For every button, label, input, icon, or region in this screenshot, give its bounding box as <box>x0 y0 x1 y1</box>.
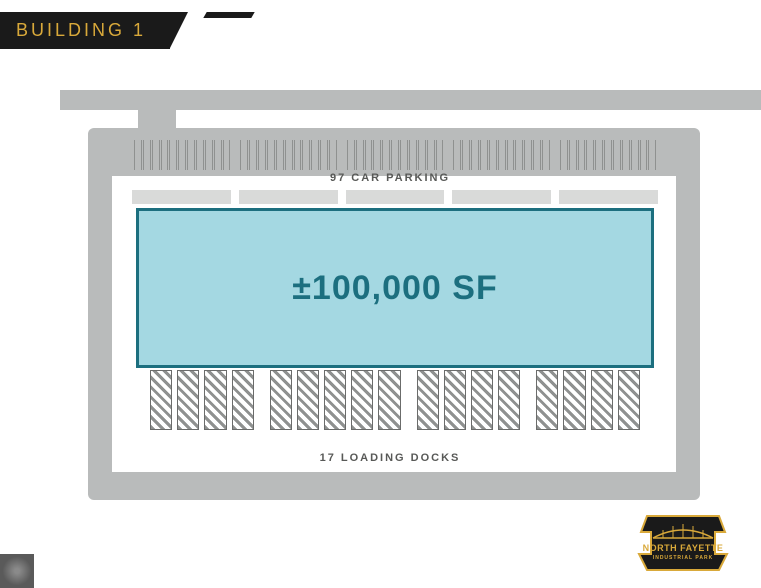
parking-slot <box>161 140 169 170</box>
thumbnail-corner <box>0 554 34 588</box>
header-bar: BUILDING 1 <box>0 12 170 48</box>
parking-slot <box>418 140 426 170</box>
parking-slot <box>373 140 381 170</box>
parking-slot <box>578 140 586 170</box>
dock <box>563 370 585 430</box>
dock <box>232 370 254 430</box>
dock <box>351 370 373 430</box>
dock <box>204 370 226 430</box>
parking-slot <box>356 140 364 170</box>
parking-slot <box>285 140 293 170</box>
parking-slot <box>400 140 408 170</box>
parking-slot <box>267 140 275 170</box>
parking-slot <box>595 140 603 170</box>
front-apron <box>132 190 658 204</box>
logo-line2: INDUSTRIAL PARK <box>629 555 737 561</box>
parking-slot <box>382 140 390 170</box>
parking-slot <box>489 140 497 170</box>
parking-slot <box>631 140 639 170</box>
parking-slot <box>471 140 479 170</box>
road-entry <box>138 90 176 132</box>
parking-slot <box>427 140 435 170</box>
parking-slot <box>613 140 621 170</box>
parking-slot <box>622 140 630 170</box>
dock <box>150 370 172 430</box>
keystone-icon <box>629 508 737 576</box>
parking-slot <box>214 140 222 170</box>
parking-row <box>132 140 658 170</box>
parking-slot <box>294 140 302 170</box>
parking-slot <box>436 140 444 170</box>
page-title: BUILDING 1 <box>0 12 170 49</box>
parking-slot <box>223 140 231 170</box>
dock <box>177 370 199 430</box>
parking-slot <box>515 140 523 170</box>
parking-slot <box>648 140 656 170</box>
header-accent <box>203 12 254 18</box>
dock <box>536 370 558 430</box>
parking-slot <box>347 140 355 170</box>
parking-slot <box>240 140 248 170</box>
parking-slot <box>524 140 532 170</box>
parking-slot <box>143 140 151 170</box>
parking-slot <box>480 140 488 170</box>
parking-slot <box>640 140 648 170</box>
parking-slot <box>365 140 373 170</box>
dock <box>297 370 319 430</box>
loading-docks <box>150 370 640 430</box>
parking-slot <box>498 140 506 170</box>
parking-slot <box>409 140 417 170</box>
parking-slot <box>249 140 257 170</box>
parking-slot <box>276 140 284 170</box>
parking-slot <box>569 140 577 170</box>
parking-slot <box>462 140 470 170</box>
dock <box>618 370 640 430</box>
parking-slot <box>196 140 204 170</box>
dock <box>378 370 400 430</box>
building-sf: ±100,000 SF <box>292 269 497 308</box>
parking-slot <box>453 140 461 170</box>
parking-slot <box>178 140 186 170</box>
parking-slot <box>586 140 594 170</box>
parking-slot <box>187 140 195 170</box>
docks-label: 17 LOADING DOCKS <box>60 452 720 464</box>
site-plan: 97 CAR PARKING ±100,000 SF 17 LOADING DO… <box>60 90 720 510</box>
parking-slot <box>134 140 142 170</box>
parking-slot <box>302 140 310 170</box>
parking-slot <box>169 140 177 170</box>
parking-slot <box>542 140 550 170</box>
parking-slot <box>507 140 515 170</box>
dock <box>324 370 346 430</box>
dock <box>444 370 466 430</box>
parking-slot <box>533 140 541 170</box>
dock <box>471 370 493 430</box>
parking-slot <box>604 140 612 170</box>
parking-slot <box>320 140 328 170</box>
parking-slot <box>311 140 319 170</box>
parking-slot <box>258 140 266 170</box>
dock <box>270 370 292 430</box>
parking-slot <box>560 140 568 170</box>
building-footprint: ±100,000 SF <box>136 208 654 368</box>
parking-slot <box>205 140 213 170</box>
dock <box>498 370 520 430</box>
parking-slot <box>329 140 337 170</box>
parking-slot <box>391 140 399 170</box>
logo-line1: NORTH FAYETTE <box>629 543 737 553</box>
dock <box>417 370 439 430</box>
parking-label: 97 CAR PARKING <box>60 172 720 184</box>
dock <box>591 370 613 430</box>
logo-north-fayette: NORTH FAYETTE INDUSTRIAL PARK <box>629 508 737 576</box>
parking-slot <box>152 140 160 170</box>
